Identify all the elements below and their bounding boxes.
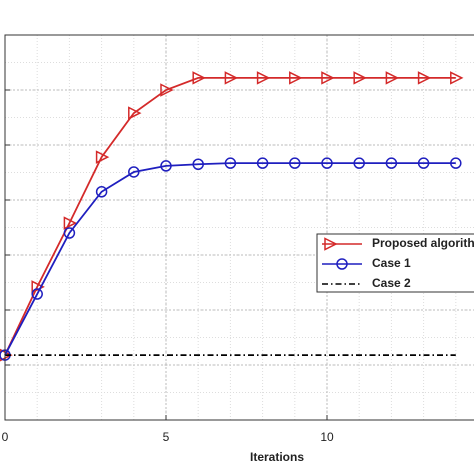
point xyxy=(450,71,464,85)
point xyxy=(63,216,78,230)
point xyxy=(256,157,269,169)
point xyxy=(450,157,462,169)
point xyxy=(95,150,110,164)
point xyxy=(417,71,432,85)
point xyxy=(321,71,335,85)
point xyxy=(31,288,43,300)
series-layer xyxy=(0,71,464,362)
legend-marker xyxy=(324,237,338,251)
x-tick-label: 10 xyxy=(320,430,334,444)
point xyxy=(385,157,398,169)
point xyxy=(385,71,400,85)
point xyxy=(192,71,206,85)
point xyxy=(128,106,142,120)
point xyxy=(224,71,239,85)
axes-frame xyxy=(4,34,474,421)
point xyxy=(63,227,76,239)
point xyxy=(289,71,303,85)
point xyxy=(224,157,237,169)
point xyxy=(417,157,430,169)
series-line xyxy=(4,77,456,356)
x-tick-label: 0 xyxy=(2,430,9,444)
legend-marker xyxy=(336,258,348,270)
series-line xyxy=(4,162,456,356)
x-axis-label: Iterations xyxy=(250,450,304,464)
point xyxy=(256,71,271,85)
point xyxy=(128,166,140,178)
legend-label: Case 1 xyxy=(372,256,411,270)
point xyxy=(289,157,301,169)
x-tick-label: 5 xyxy=(163,430,170,444)
point xyxy=(160,83,174,97)
point xyxy=(95,186,108,198)
legend: Proposed algorith Case 1 Case 2 xyxy=(316,233,474,293)
point xyxy=(192,158,204,170)
point xyxy=(321,157,333,169)
point xyxy=(353,71,367,85)
point xyxy=(160,160,172,172)
legend-label: Case 2 xyxy=(372,276,411,290)
point xyxy=(353,157,365,169)
legend-label: Proposed algorith xyxy=(372,236,474,250)
